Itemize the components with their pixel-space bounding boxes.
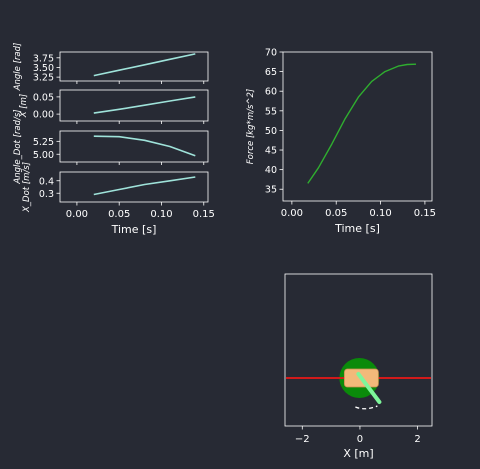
x-dot-subplot: 0.3 0.4 0.00 0.05 0.10 0.15 Time [s] X_Dot [m/s… — [22, 162, 215, 236]
force-xlabel: Time [s] — [334, 222, 380, 235]
force-ytick-label: 60 — [265, 87, 277, 98]
force-axes-frame — [282, 51, 433, 202]
x_position-ylabel: X [m] — [19, 94, 29, 118]
sim-xtick-label: 2 — [414, 434, 420, 445]
x_dot-xtick-label: 0.15 — [193, 209, 215, 220]
force-ytick-label: 70 — [265, 48, 277, 59]
angle-axes-frame — [59, 51, 209, 82]
x_dot-series-line — [93, 176, 196, 196]
angle-series-line — [93, 53, 196, 77]
force-ytick-label: 50 — [265, 126, 277, 137]
force-ytick-label: 55 — [265, 106, 277, 117]
angle_dot-ytick-label: 5.25 — [33, 137, 54, 148]
sim-xtick-label: 0 — [357, 434, 363, 445]
sim-xtick-label: −2 — [295, 434, 310, 445]
x_dot-xtick-label: 0.05 — [108, 209, 130, 220]
sim-xlabel: X [m] — [343, 447, 373, 460]
x_dot-ylabel: X_Dot [m/s] — [22, 162, 32, 213]
cart-pole-simulation-view: −2 0 2 X [m] — [284, 273, 433, 460]
angle-ytick-label: 3.25 — [33, 73, 54, 84]
force-ytick-label: 35 — [265, 185, 277, 196]
x_dot-ytick-label: 0.4 — [39, 176, 54, 187]
force-series-line — [307, 63, 417, 184]
sim-axes-frame — [284, 273, 433, 427]
angle_dot-axes-frame — [59, 130, 209, 163]
x_dot-xlabel: Time [s] — [111, 223, 157, 236]
angle-ytick-label: 3.75 — [33, 53, 54, 64]
x_dot-ytick-label: 0.3 — [39, 189, 54, 200]
x_position-series-line — [93, 96, 196, 114]
x_dot-xtick-label: 0.00 — [66, 209, 88, 220]
force-ytick-label: 45 — [265, 146, 277, 157]
force-ytick-label: 65 — [265, 67, 277, 78]
force-subplot: 35 40 45 50 55 60 65 70 0.00 0.05 0.10 0.15 Time [s]… — [246, 48, 436, 236]
x_position-ytick-label: 0.00 — [33, 110, 54, 121]
angle_dot-series-line — [93, 135, 196, 157]
force-ylabel: Force [kg*m/s^2] — [246, 89, 256, 165]
force-xtick-label: 0.05 — [325, 208, 347, 219]
angle-dot-subplot: 5.00 5.25 Angle_Dot [rad/s] — [13, 109, 209, 185]
angle_dot-ylabel: Angle_Dot [rad/s] — [13, 109, 23, 184]
sim-pole — [356, 372, 382, 404]
angle_dot-ytick-label: 5.00 — [33, 150, 54, 161]
angle-subplot: 3.253.503.75 Angle [rad] — [13, 43, 209, 92]
x-position-subplot: 0.00 0.05 X [m] — [19, 89, 209, 124]
angle-ytick-label: 3.50 — [33, 63, 54, 74]
x_dot-axes-frame — [59, 171, 209, 203]
x_position-axes-frame — [59, 89, 209, 122]
force-xtick-label: 0.00 — [281, 208, 303, 219]
x_position-ytick-label: 0.05 — [33, 92, 54, 103]
sim-pole-trail — [355, 405, 378, 410]
angle-ylabel: Angle [rad] — [13, 43, 23, 92]
force-ytick-label: 40 — [265, 165, 277, 176]
force-xtick-label: 0.10 — [369, 208, 391, 219]
force-xtick-label: 0.15 — [414, 208, 436, 219]
x_dot-xtick-label: 0.10 — [150, 209, 172, 220]
